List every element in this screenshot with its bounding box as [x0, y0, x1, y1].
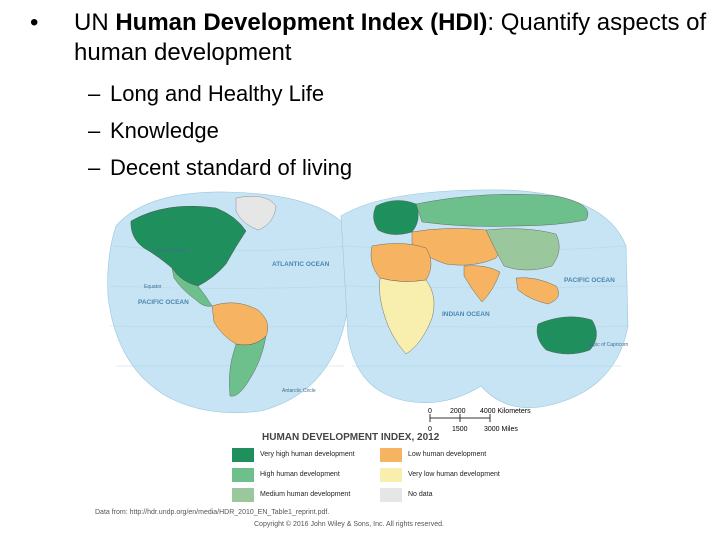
legend-label: Very low human development: [408, 471, 500, 478]
label-antarctic-circle: Antarctic Circle: [282, 388, 316, 394]
subitem-dash: –: [88, 155, 101, 180]
label-pacific-ocean-right: PACIFIC OCEAN: [564, 277, 615, 284]
legend: Very high human development High human d…: [232, 448, 512, 510]
label-tropic-of-cancer: Tropic of Cancer: [152, 248, 189, 254]
region-europe: [373, 200, 419, 235]
region-north-america: [130, 205, 247, 287]
region-australia: [536, 316, 597, 355]
bullet-text: UN Human Development Index (HDI): Quanti…: [74, 8, 714, 68]
subitem-label: Long and Healthy Life: [110, 81, 325, 106]
region-sub-saharan-africa: [379, 277, 435, 355]
region-south-asia: [463, 265, 501, 303]
legend-label: Low human development: [408, 451, 487, 458]
hdi-world-map: ATLANTIC OCEAN PACIFIC OCEAN INDIAN OCEA…: [107, 189, 629, 413]
subitem-label: Decent standard of living: [110, 155, 353, 180]
legend-label: High human development: [260, 471, 340, 478]
region-greenland: [235, 196, 277, 231]
legend-label: Medium human development: [260, 491, 351, 498]
scale-mi-0: 0: [428, 426, 432, 433]
subitem-label: Knowledge: [110, 118, 219, 143]
label-equator: Equator: [144, 284, 162, 290]
data-source-note: Data from: http://hdr.undp.org/en/media/…: [95, 509, 330, 516]
region-southeast-asia: [515, 277, 559, 305]
legend-swatch: [232, 468, 254, 482]
scale-km-end: 4000 Kilometers: [480, 408, 531, 415]
subitem-dash: –: [88, 118, 101, 143]
bullet-bold-term: Human Development Index (HDI): [115, 9, 488, 36]
label-tropic-of-capricorn: Tropic of Capricorn: [586, 342, 629, 348]
map-scale: 0 2000 4000 Kilometers 0 1500 3000 Miles: [420, 406, 540, 436]
label-pacific-ocean-left: PACIFIC OCEAN: [138, 299, 189, 306]
region-south-america-south: [229, 335, 267, 397]
scale-mi-mid: 1500: [452, 426, 468, 433]
legend-label: Very high human development: [260, 451, 355, 458]
subitem-dash: –: [88, 81, 101, 106]
scale-mi-end: 3000 Miles: [484, 426, 518, 433]
scale-km-0: 0: [428, 408, 432, 415]
legend-swatch: [232, 488, 254, 502]
label-atlantic-ocean: ATLANTIC OCEAN: [272, 261, 330, 268]
region-east-asia: [485, 228, 560, 271]
legend-swatch: [380, 448, 402, 462]
legend-swatch: [380, 488, 402, 502]
legend-swatch: [380, 468, 402, 482]
bullet-suffix: : Quantify aspects of human development: [74, 9, 707, 66]
copyright-note: Copyright © 2016 John Wiley & Sons, Inc.…: [254, 521, 444, 528]
label-indian-ocean: INDIAN OCEAN: [442, 311, 490, 318]
legend-swatch: [232, 448, 254, 462]
scale-km-mid: 2000: [450, 408, 466, 415]
region-russia: [415, 194, 589, 227]
legend-title: HUMAN DEVELOPMENT INDEX, 2012: [262, 432, 440, 443]
bullet-symbol: •: [30, 9, 39, 36]
region-north-africa: [370, 243, 432, 282]
bullet-prefix: UN: [74, 9, 116, 36]
scale-bar: 0 2000 4000 Kilometers 0 1500 3000 Miles: [428, 408, 531, 433]
legend-label: No data: [408, 491, 433, 498]
